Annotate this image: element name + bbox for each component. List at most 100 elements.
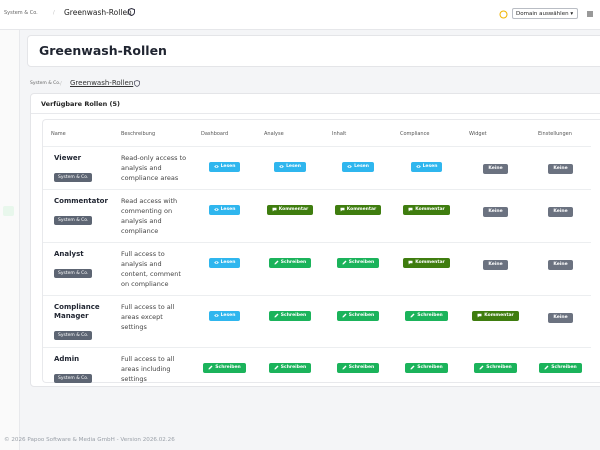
permission-cell: Kommentar — [461, 295, 530, 348]
permission-label: Schreiben — [348, 364, 375, 370]
sidebar-item[interactable] — [3, 206, 14, 216]
permission-badge: Keine — [548, 313, 573, 323]
column-header: Name — [51, 131, 66, 137]
name-cell: Compliance Manager System & Co. — [43, 295, 113, 348]
permission-label: Keine — [553, 262, 568, 267]
permission-label: Kommentar — [278, 206, 309, 212]
separator: / — [60, 81, 62, 87]
permission-badge: Schreiben — [268, 310, 312, 321]
breadcrumb-current: Greenwash-Rollen — [70, 79, 134, 87]
card-title: Verfügbare Rollen (5) — [41, 100, 121, 108]
permission-label: Lesen — [354, 163, 369, 169]
pencil-icon — [410, 365, 415, 370]
column-header: Beschreibung — [121, 131, 156, 137]
permission-badge: Lesen — [208, 310, 241, 321]
permission-badge: Lesen — [410, 161, 443, 172]
role-name: Admin — [54, 355, 80, 363]
permission-label: Keine — [553, 315, 568, 320]
permission-cell: Kommentar — [324, 189, 392, 243]
column-header: Widget — [469, 131, 487, 137]
shield-icon — [134, 80, 140, 87]
permission-label: Schreiben — [417, 312, 443, 318]
permission-cell: Schreiben — [256, 295, 324, 348]
permission-badge: Schreiben — [336, 310, 380, 321]
pencil-icon — [410, 313, 415, 318]
eye-icon — [213, 314, 219, 317]
permission-label: Lesen — [220, 312, 236, 318]
permission-cell: Kommentar — [392, 242, 461, 296]
roles-table: Name Beschreibung Dashboard Analyse Inhalt Co… — [43, 126, 591, 390]
permission-label: Schreiben — [348, 259, 375, 265]
pencil-icon — [342, 313, 347, 318]
pencil-icon — [274, 260, 279, 265]
comment-icon — [408, 260, 413, 265]
column-header: Dashboard — [201, 131, 229, 137]
permission-cell: Keine — [530, 146, 591, 190]
eye-icon — [213, 165, 219, 168]
theme-toggle[interactable] — [499, 10, 508, 19]
permission-badge: Schreiben — [336, 362, 380, 373]
role-row: Compliance Manager System & Co. Full acces… — [43, 295, 591, 348]
topbar-current: Greenwash-Rollen — [64, 8, 132, 17]
column-header: Inhalt — [332, 131, 347, 137]
domain-select[interactable]: Domain auswählen ▾ — [512, 8, 578, 19]
permission-cell: Keine — [461, 146, 530, 190]
permission-label: Schreiben — [280, 364, 307, 370]
role-description: Read access with commenting on analysis … — [113, 189, 193, 243]
column-header: Analyse — [264, 131, 284, 137]
pencil-icon — [544, 365, 549, 370]
permission-badge: Keine — [483, 207, 508, 217]
permission-label: Kommentar — [484, 312, 514, 318]
eye-icon — [347, 165, 352, 168]
role-row: Admin System & Co. Full access to all area… — [43, 347, 591, 390]
permission-badge: Lesen — [274, 161, 306, 172]
permission-badge: Lesen — [208, 257, 241, 268]
permission-label: Lesen — [220, 163, 236, 169]
menu-icon[interactable] — [586, 10, 594, 18]
permission-label: Schreiben — [551, 364, 577, 370]
permission-label: Schreiben — [215, 364, 241, 370]
divider — [31, 113, 600, 114]
pencil-icon — [342, 365, 347, 370]
permission-cell: Lesen — [392, 146, 461, 190]
permission-cell: Keine — [530, 189, 591, 243]
pencil-icon — [274, 365, 279, 370]
role-name: Analyst — [54, 250, 84, 258]
permission-cell: Lesen — [193, 242, 256, 296]
roles-card: Verfügbare Rollen (5) Name Beschreibung Da… — [30, 93, 600, 390]
role-description: Full access to all areas except settings — [113, 295, 193, 348]
permission-cell: Keine — [530, 242, 591, 296]
permission-badge: Kommentar — [266, 204, 314, 215]
permission-cell: Schreiben — [256, 242, 324, 296]
permission-cell: Schreiben — [324, 242, 392, 296]
pencil-icon — [342, 260, 347, 265]
permission-label: Keine — [488, 262, 503, 267]
sidebar — [0, 30, 20, 450]
tenant-badge: System & Co. — [54, 173, 93, 182]
permission-badge: Schreiben — [474, 362, 517, 373]
permission-label: Keine — [488, 209, 503, 214]
permission-cell: Kommentar — [392, 189, 461, 243]
permission-badge: Schreiben — [336, 257, 380, 268]
role-name: Commentator — [54, 197, 108, 205]
name-cell: Analyst System & Co. — [43, 242, 113, 296]
eye-icon — [279, 165, 284, 168]
name-cell: Commentator System & Co. — [43, 189, 113, 243]
permission-cell: Lesen — [193, 189, 256, 243]
permission-label: Kommentar — [415, 206, 445, 212]
topbar-crumb[interactable]: System & Co. — [4, 10, 38, 16]
name-cell: Viewer System & Co. — [43, 146, 113, 190]
permission-cell: Lesen — [193, 295, 256, 348]
permission-badge: Kommentar — [334, 204, 382, 215]
column-header: Compliance — [400, 131, 430, 137]
eye-icon — [213, 208, 219, 211]
permission-label: Kommentar — [346, 206, 377, 212]
eye-icon — [213, 261, 219, 264]
breadcrumb-link[interactable]: System & Co. — [30, 81, 61, 86]
permission-cell: Schreiben — [193, 347, 256, 390]
permission-badge: Lesen — [342, 161, 374, 172]
permission-cell: Schreiben — [392, 295, 461, 348]
header-row: Name Beschreibung Dashboard Analyse Inhalt Co… — [43, 126, 591, 147]
role-name: Viewer — [54, 154, 82, 162]
role-row: Viewer System & Co. Read-only access to an… — [43, 146, 591, 190]
